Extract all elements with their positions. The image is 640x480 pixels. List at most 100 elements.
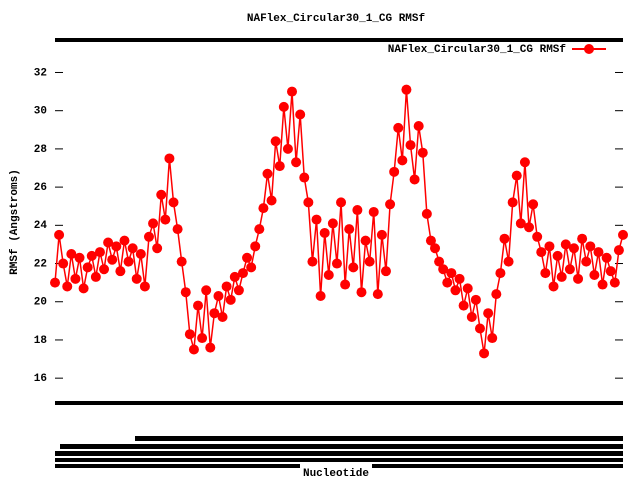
data-point [442,277,453,288]
data-point [287,86,298,97]
data-point [483,308,494,319]
data-point [389,166,400,177]
data-point [438,264,449,275]
data-point [348,262,359,273]
data-point [613,245,624,256]
data-point [180,287,191,298]
data-point [262,168,273,179]
data-point [250,241,261,252]
data-point [601,252,612,263]
data-point [90,271,101,282]
data-point [581,256,592,267]
data-point [409,174,420,185]
data-point [168,197,179,208]
data-point [491,289,502,300]
data-point [197,333,208,344]
data-point [573,273,584,284]
data-point [123,256,134,267]
x-axis-label: Nucleotide [303,468,369,480]
data-point [193,300,204,311]
data-point [66,248,77,259]
data-point [143,231,154,242]
data-point [450,285,461,296]
data-point [405,140,416,151]
data-point [593,247,604,258]
y-tick-label: 18 [34,335,48,347]
data-point [58,258,69,269]
data-point [86,250,97,261]
data-point [421,208,432,219]
data-point [466,312,477,323]
data-point [515,218,526,229]
data-point [323,269,334,280]
data-point [344,224,355,235]
data-point [462,283,473,294]
data-point [327,218,338,229]
data-point [303,197,314,208]
y-tick-label: 16 [34,373,47,385]
chart-title: NAFlex_Circular30_1_CG RMSf [247,13,426,25]
data-point [213,291,224,302]
data-point [331,258,342,269]
data-point [430,243,441,254]
data-point [131,273,142,284]
data-point [176,256,187,267]
data-point [454,273,465,284]
data-point [148,218,159,229]
data-point [560,239,571,250]
data-point [274,161,285,172]
data-point [340,279,351,290]
data-point [258,203,269,214]
data-point [135,248,146,259]
y-tick-label: 28 [34,144,48,156]
data-point [425,235,436,246]
data-point [74,252,85,263]
data-point [487,333,498,344]
y-tick-label: 26 [34,182,47,194]
data-point [209,308,220,319]
data-point [205,342,216,353]
data-point [356,287,367,298]
data-point [417,147,428,158]
data-point [372,289,383,300]
data-point [413,120,424,131]
data-point [507,197,518,208]
data-point [270,136,281,147]
data-point [360,235,371,246]
data-point [78,283,89,294]
data-point [229,271,240,282]
data-point [307,256,318,267]
data-point [470,294,481,305]
data-point [291,157,302,168]
data-point [319,227,330,238]
data-point [94,247,105,258]
data-point [172,224,183,235]
data-point [519,157,530,168]
data-point [164,153,175,164]
data-point [103,237,114,248]
data-point [246,262,257,273]
data-point [242,252,253,263]
data-point [544,241,555,252]
legend-label: NAFlex_Circular30_1_CG RMSf [388,44,567,56]
data-point [528,199,539,210]
data-point [50,277,60,288]
data-point [336,197,347,208]
data-point [376,229,387,240]
data-point [217,312,228,323]
data-point [556,271,567,282]
data-point [511,170,522,181]
data-point [99,264,110,275]
data-point [446,268,457,279]
data-point [237,268,248,279]
data-point [111,241,122,252]
data-point [458,300,469,311]
data-point [282,143,293,154]
data-point [564,264,575,275]
y-tick-label: 22 [34,258,47,270]
data-point [299,172,310,183]
legend-swatch-marker [584,44,594,54]
data-point [188,344,199,355]
data-point [119,235,130,246]
